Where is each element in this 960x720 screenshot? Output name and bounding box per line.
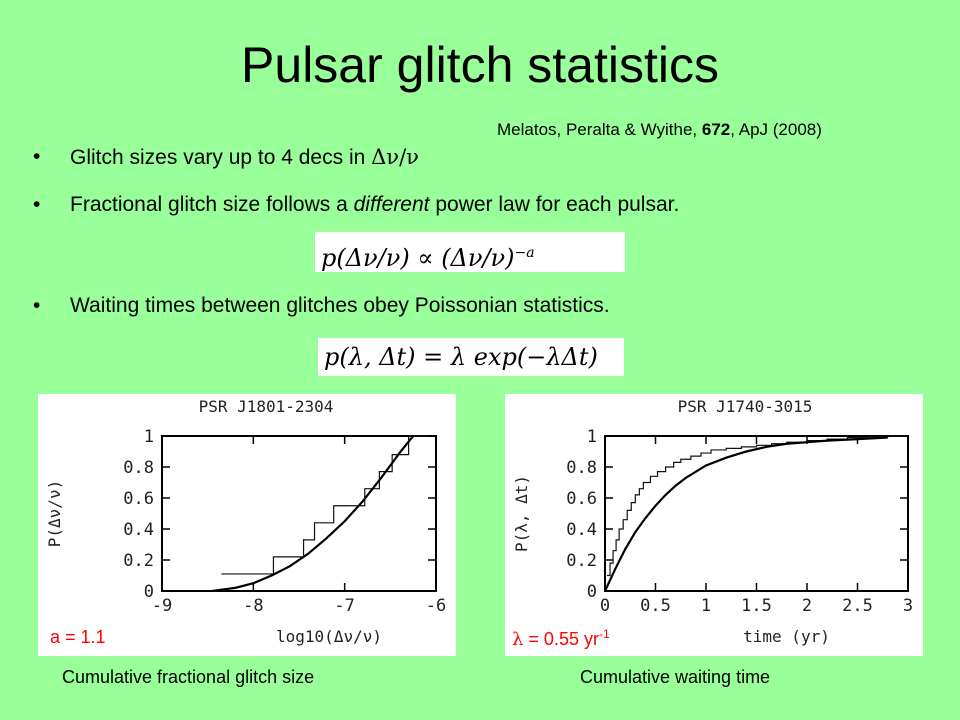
x-tick-label: 1.5 — [741, 596, 772, 616]
plot-frame — [161, 435, 437, 592]
bullet-poisson: • Waiting times between glitches obey Po… — [33, 294, 610, 318]
equation-text: p(λ, Δt) = λ exp(−λΔt) — [324, 343, 598, 371]
bullet-text: Glitch sizes vary up to 4 decs in — [70, 146, 372, 169]
index-note: a = 1.1 — [50, 627, 106, 647]
citation: Melatos, Peralta & Wyithe, 672, ApJ (200… — [497, 120, 822, 140]
bullet-dot-icon: • — [33, 193, 41, 216]
poisson-equation: p(λ, Δt) = λ exp(−λΔt) — [318, 338, 624, 376]
citation-journal: , ApJ (2008) — [730, 120, 822, 139]
x-tick-label: -8 — [243, 596, 263, 616]
y-tick-label: 0 — [587, 582, 597, 602]
y-tick-label: 0.4 — [566, 520, 597, 540]
bullet-emphasis: different — [353, 193, 430, 216]
bullet-power-law: • Fractional glitch size follows a diffe… — [33, 193, 679, 217]
x-tick-label: 0.5 — [640, 596, 671, 616]
x-axis-label: log10(Δν/ν) — [276, 627, 382, 646]
empirical-step-line — [607, 435, 908, 577]
chart-title: PSR J1740-3015 — [678, 397, 813, 416]
bullet-dot-icon: • — [33, 145, 41, 168]
waiting-time-chart: PSR J1740-3015 0 0.2 0.4 0.6 0.8 1 0 0.5 1 1.5 2 2.5… — [512, 397, 913, 646]
y-tick-label: 1 — [144, 427, 154, 447]
lambda-symbol: λ — [512, 629, 524, 650]
x-tick-label: -6 — [426, 596, 446, 616]
fitted-curve-line — [212, 435, 415, 593]
bullet-text: Waiting times between glitches obey Pois… — [70, 294, 610, 317]
fitted-curve-line — [604, 436, 888, 592]
rate-text: = 0.55 yr — [523, 629, 599, 649]
delta-nu-symbol: Δν/ν — [371, 145, 419, 169]
chart-title: PSR J1801-2304 — [199, 397, 334, 416]
x-tick-label: -9 — [152, 596, 172, 616]
y-tick-label: 0.2 — [566, 551, 597, 571]
y-tick-label: 0.8 — [566, 458, 597, 478]
x-axis-label: time (yr) — [743, 627, 830, 646]
x-tick-label: 2 — [802, 596, 812, 616]
right-chart-caption: Cumulative waiting time — [580, 667, 771, 687]
empirical-step-line — [221, 435, 429, 575]
x-tick-label: 3 — [903, 596, 913, 616]
glitch-size-chart-panel: PSR J1801-2304 0 0.2 0.4 0.6 0.8 1 -9 -8 -7 -6 P(Δν… — [38, 394, 456, 656]
rate-note: λ = 0.55 yr-1 — [512, 627, 610, 650]
x-tick-label: 2.5 — [842, 596, 873, 616]
waiting-time-chart-panel: PSR J1740-3015 0 0.2 0.4 0.6 0.8 1 0 0.5 1 1.5 2 2.5… — [505, 394, 923, 656]
citation-authors: Melatos, Peralta & Wyithe, — [497, 120, 702, 139]
y-tick-label: 0.2 — [123, 551, 154, 571]
x-tick-label: 1 — [701, 596, 711, 616]
y-tick-label: 1 — [587, 427, 597, 447]
equation-exponent: −a — [514, 245, 535, 261]
y-tick-label: 0.4 — [123, 520, 154, 540]
bullet-dot-icon: • — [33, 294, 41, 317]
y-tick-label: 0.6 — [566, 489, 597, 509]
left-chart-caption: Cumulative fractional glitch size — [62, 667, 315, 687]
glitch-size-chart: PSR J1801-2304 0 0.2 0.4 0.6 0.8 1 -9 -8 -7 -6 P(Δν… — [45, 397, 446, 646]
bullet-glitch-sizes: • Glitch sizes vary up to 4 decs in Δν/ν — [33, 145, 419, 170]
y-axis-label: P(Δν/ν) — [45, 480, 64, 547]
equation-text: p(Δν/ν) ∝ (Δν/ν) — [321, 244, 515, 272]
bullet-text: power law for each pulsar. — [429, 193, 680, 216]
y-tick-label: 0 — [144, 582, 154, 602]
y-axis-label: P(λ, Δt) — [512, 475, 531, 552]
citation-volume: 672 — [701, 120, 731, 139]
rate-exponent: -1 — [598, 627, 610, 641]
y-tick-label: 0.8 — [123, 458, 154, 478]
slide-title: Pulsar glitch statistics — [241, 37, 719, 93]
x-tick-label: 0 — [600, 596, 610, 616]
y-tick-label: 0.6 — [123, 489, 154, 509]
x-tick-label: -7 — [334, 596, 354, 616]
power-law-equation: p(Δν/ν) ∝ (Δν/ν)−a — [315, 232, 625, 272]
bullet-text: Fractional glitch size follows a — [70, 193, 354, 216]
